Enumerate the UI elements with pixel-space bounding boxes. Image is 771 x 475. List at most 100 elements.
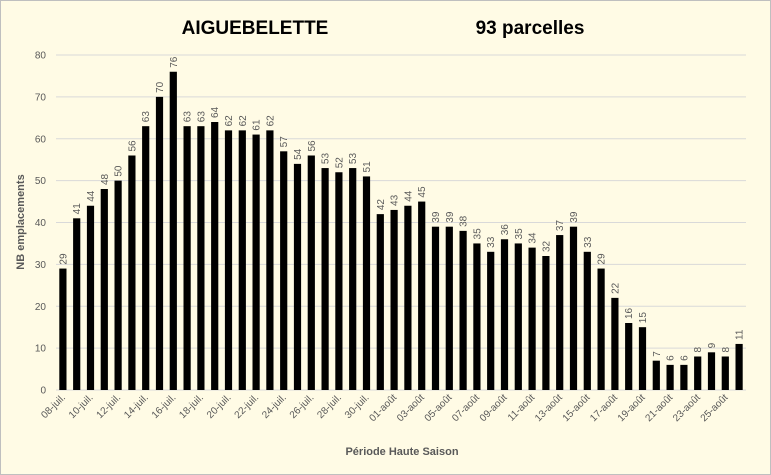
data-label: 39: [445, 211, 456, 223]
bar: [597, 268, 605, 390]
data-label: 43: [390, 194, 401, 206]
data-label: 56: [127, 140, 138, 152]
bar: [611, 297, 619, 390]
bar: [652, 360, 660, 390]
bar: [721, 356, 729, 390]
bar: [459, 230, 467, 390]
bar: [556, 235, 564, 390]
y-tick-label: 30: [35, 260, 47, 271]
bar: [473, 243, 481, 390]
data-label: 38: [459, 215, 470, 227]
data-label: 35: [514, 228, 525, 240]
data-label: 16: [624, 307, 635, 319]
bar: [500, 239, 509, 390]
y-tick-label: 70: [35, 92, 47, 103]
data-label: 15: [638, 312, 649, 324]
data-label: 8: [721, 347, 732, 353]
bar: [100, 189, 108, 390]
data-label: 70: [155, 81, 166, 93]
bar: [445, 226, 453, 390]
data-label: 50: [114, 165, 125, 177]
data-label: 61: [252, 119, 263, 131]
data-label: 11: [735, 329, 746, 340]
bar: [280, 151, 288, 390]
data-label: 37: [555, 220, 566, 232]
bar: [224, 130, 233, 390]
bar: [73, 218, 81, 390]
data-label: 56: [307, 140, 318, 152]
chart-title: AIGUEBELETTE: [182, 18, 329, 39]
bar: [266, 130, 274, 390]
bar: [376, 214, 384, 390]
data-label: 7: [652, 351, 663, 357]
data-label: 76: [169, 56, 180, 68]
data-label: 53: [348, 153, 359, 165]
bar: [128, 155, 136, 390]
bar: [59, 268, 67, 390]
data-label: 35: [472, 228, 483, 240]
bar: [514, 243, 522, 390]
data-label: 45: [417, 186, 428, 198]
bar: [583, 251, 591, 390]
data-label: 44: [86, 190, 97, 202]
bar: [390, 209, 398, 390]
data-label: 51: [362, 161, 373, 173]
bar: [542, 256, 550, 390]
bar: [86, 205, 95, 390]
data-label: 33: [583, 236, 594, 248]
data-label: 62: [265, 115, 276, 127]
bar: [404, 205, 412, 390]
y-tick-label: 40: [35, 218, 47, 229]
data-label: 62: [224, 115, 235, 127]
data-label: 32: [541, 240, 552, 252]
bar: [197, 126, 205, 390]
data-label: 63: [183, 111, 194, 123]
data-label: 34: [528, 232, 539, 244]
bar: [183, 126, 191, 390]
data-label: 39: [431, 211, 442, 223]
data-label: 64: [210, 106, 221, 118]
bar: [211, 122, 219, 390]
data-label: 22: [610, 282, 621, 294]
bar: [707, 352, 716, 390]
data-label: 53: [321, 153, 332, 165]
bar: [114, 180, 122, 390]
data-label: 54: [293, 148, 304, 160]
bar: [293, 163, 302, 390]
y-tick-label: 80: [35, 51, 47, 62]
data-label: 8: [693, 347, 704, 353]
data-label: 41: [72, 203, 83, 215]
bar: [680, 364, 688, 390]
bar: [694, 356, 702, 390]
bar: [169, 71, 177, 390]
bar: [625, 323, 633, 390]
bar: [321, 168, 329, 390]
bar: [487, 251, 495, 390]
data-label: 63: [196, 111, 207, 123]
data-label: 36: [500, 224, 511, 236]
bar: [335, 172, 343, 390]
data-label: 57: [279, 136, 290, 148]
y-tick-label: 60: [35, 134, 47, 145]
y-tick-label: 20: [35, 302, 47, 313]
data-label: 42: [376, 199, 387, 211]
data-label: 62: [238, 115, 249, 127]
bar: [638, 327, 647, 390]
data-label: 52: [334, 157, 345, 169]
data-label: 33: [486, 236, 497, 248]
bar: [155, 96, 164, 390]
y-axis-title: NB emplacements: [15, 174, 27, 269]
data-label: 29: [597, 253, 608, 265]
bar: [238, 130, 246, 390]
bar: [252, 134, 260, 390]
data-label: 63: [141, 111, 152, 123]
bar: [349, 168, 357, 390]
bar: [569, 226, 578, 390]
data-label: 48: [100, 173, 111, 185]
data-label: 6: [679, 355, 690, 361]
bar: [418, 201, 426, 390]
bar: [362, 176, 371, 390]
data-label: 39: [569, 211, 580, 223]
